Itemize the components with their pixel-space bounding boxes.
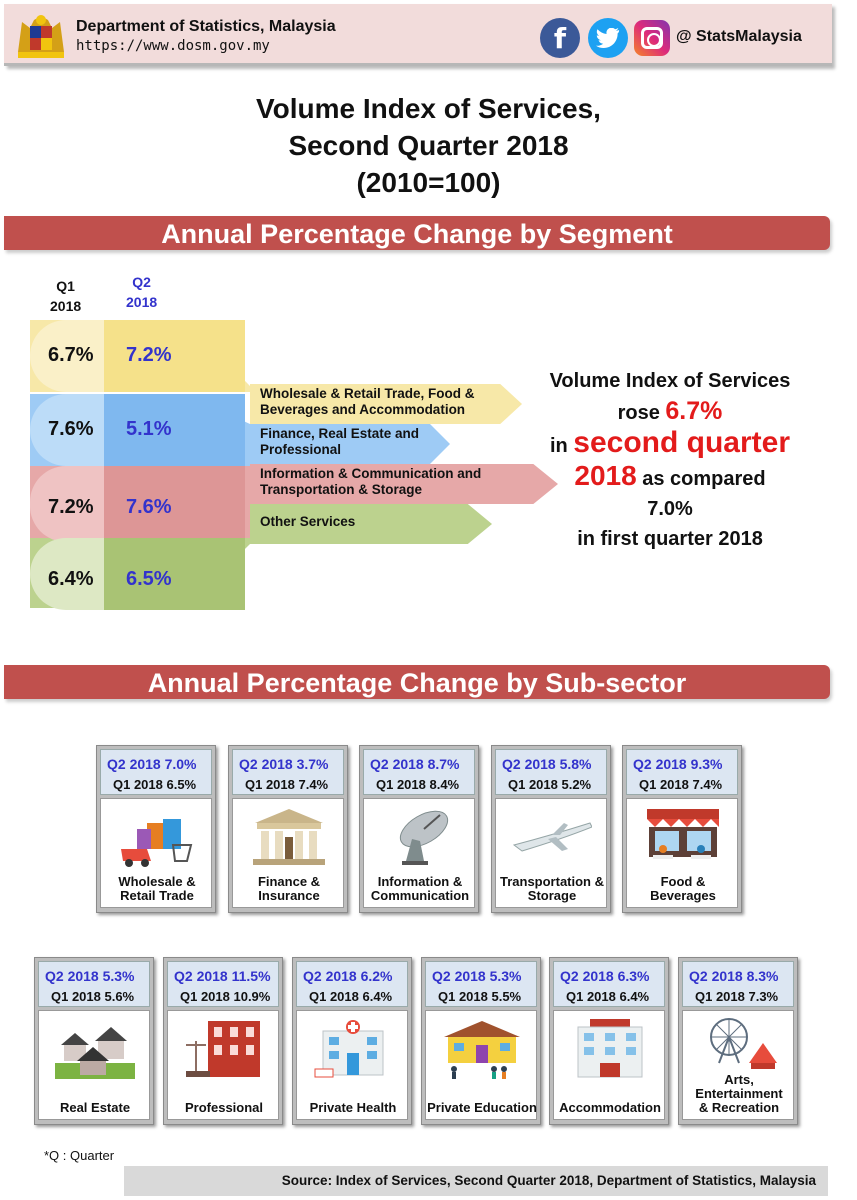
q2-header: Q2 2018 [126, 274, 158, 310]
twitter-icon[interactable] [588, 18, 628, 58]
subsector-card-realestate: Q2 2018 5.3% Q1 2018 5.6% Real Estate [34, 957, 154, 1125]
subsector-card-professional: Q2 2018 11.5% Q1 2018 10.9% Professional [163, 957, 283, 1125]
instagram-icon[interactable] [634, 20, 670, 56]
segment-row: 6.4% 6.5% [30, 538, 245, 610]
subsector-card-transport: Q2 2018 5.8% Q1 2018 5.2% Transportation … [491, 745, 611, 913]
website-url[interactable]: https://www.dosm.gov.my [76, 38, 270, 54]
shopping-icon [121, 819, 193, 867]
subsector-card-infocomm: Q2 2018 8.7% Q1 2018 8.4% Information & C… [359, 745, 479, 913]
malaysia-crest-icon [18, 15, 64, 58]
social-handle: @ StatsMalaysia [676, 28, 802, 45]
ferris-wheel-icon [710, 1018, 777, 1069]
subsector-card-wholesale: Q2 2018 7.0% Q1 2018 6.5% Wholesale & Ret… [96, 745, 216, 913]
segment-summary: Volume Index of Services rose 6.7% in se… [549, 370, 791, 550]
subsector-card-education: Q2 2018 5.3% Q1 2018 5.5% Private Educati… [421, 957, 541, 1125]
subsector-card-arts: Q2 2018 8.3% Q1 2018 7.3% Arts, Entertain… [678, 957, 798, 1125]
segment-arrow-other: Other Services [250, 504, 492, 544]
segment-row: 7.2% 7.6% [30, 466, 245, 542]
facebook-icon[interactable]: f [540, 18, 580, 58]
source-text: Source: Index of Services, Second Quarte… [124, 1166, 828, 1196]
department-name: Department of Statistics, Malaysia [76, 18, 336, 35]
subsector-card-food: Q2 2018 9.3% Q1 2018 7.4% Food & Beverage… [622, 745, 742, 913]
quarter-note: *Q : Quarter [44, 1148, 115, 1163]
hospital-icon [314, 1020, 384, 1078]
page-title: Volume Index of Services, Second Quarter… [256, 93, 601, 198]
segment-arrow-wholesale: Wholesale & Retail Trade, Food & Beverag… [250, 384, 522, 424]
law-building-icon [186, 1021, 260, 1077]
airplane-icon [512, 822, 592, 852]
subsector-card-finance: Q2 2018 3.7% Q1 2018 7.4% Finance & Insur… [228, 745, 348, 913]
houses-icon [55, 1027, 135, 1079]
satellite-dish-icon [399, 810, 449, 865]
school-icon [444, 1021, 520, 1079]
segment-row: 7.6% 5.1% [30, 394, 245, 466]
q1-header: Q1 2018 [50, 278, 82, 314]
hotel-icon [577, 1019, 643, 1078]
segment-band: Annual Percentage Change by Segment [4, 216, 830, 250]
subsector-card-health: Q2 2018 6.2% Q1 2018 6.4% Private Health [292, 957, 412, 1125]
subsector-band: Annual Percentage Change by Sub-sector [4, 665, 830, 699]
bank-icon [253, 809, 325, 865]
segment-row: 6.7% 7.2% [30, 320, 245, 392]
subsector-card-accommodation: Q2 2018 6.3% Q1 2018 6.4% Accommodation [549, 957, 669, 1125]
segment-arrow-finance: Finance, Real Estate and Professional [250, 424, 450, 464]
cafe-icon [647, 809, 719, 859]
header-bar: Department of Statistics, Malaysia https… [4, 4, 832, 66]
segment-arrow-infocomm: Information & Communication and Transpor… [250, 464, 558, 504]
